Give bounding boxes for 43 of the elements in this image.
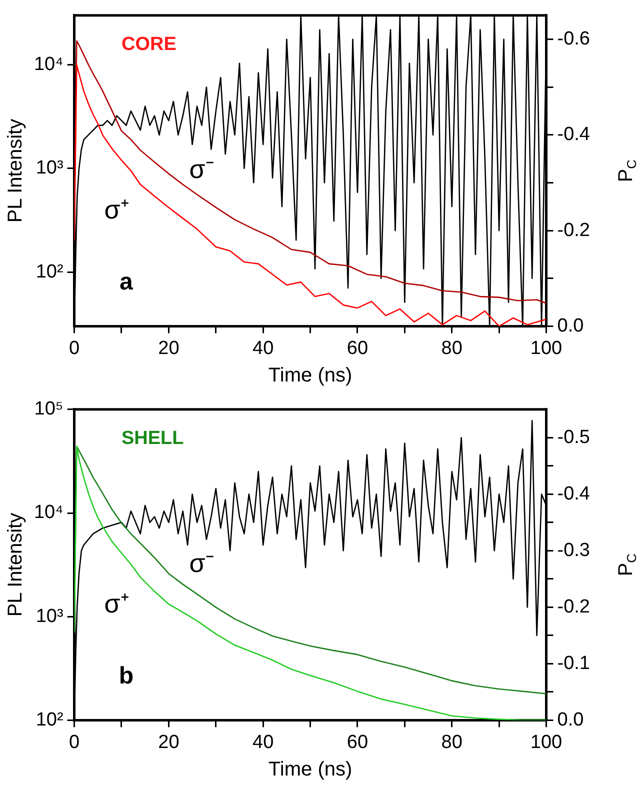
x-tick-label: 20 <box>158 338 180 359</box>
x-axis-title: Time (ns) <box>268 758 352 781</box>
y2-tick-label: -0.3 <box>557 540 590 561</box>
y2-axis-title: PC <box>614 159 639 182</box>
y2-tick-label: -0.5 <box>557 426 590 448</box>
y2-tick-label: -0.4 <box>557 483 590 504</box>
x-tick-label: 60 <box>346 732 368 753</box>
y2-tick-label: 0.0 <box>557 315 584 336</box>
y2-tick-label: -0.6 <box>557 28 590 50</box>
x-tick-label: 100 <box>530 732 562 753</box>
annotation: σ⁺ <box>104 194 130 224</box>
x-tick-label: 100 <box>530 338 562 359</box>
annotation: σ⁻ <box>189 154 214 184</box>
y2-axis-title: PC <box>614 553 639 576</box>
x-tick-label: 20 <box>158 732 180 753</box>
x-tick-label: 0 <box>69 732 80 753</box>
x-tick-label: 40 <box>252 732 274 753</box>
y-tick-label: 10⁴ <box>34 54 64 76</box>
y2-tick-label: -0.2 <box>557 220 590 241</box>
x-axis-title: Time (ns) <box>268 364 352 387</box>
annotation: a <box>120 268 134 296</box>
x-tick-label: 40 <box>252 338 274 359</box>
y-axis-title: PL Intensity <box>4 118 27 223</box>
x-tick-label: 0 <box>69 338 80 359</box>
annotation: b <box>118 662 134 690</box>
y-tick-label: 10² <box>36 261 64 282</box>
y2-tick-label: 0.0 <box>557 709 584 730</box>
y2-tick-label: -0.4 <box>557 124 590 146</box>
y-axis-title: PL Intensity <box>4 512 27 617</box>
x-tick-label: 80 <box>441 338 462 359</box>
text: SHELL <box>121 428 184 450</box>
annotation: σ⁻ <box>189 548 214 578</box>
y-tick-label: 10³ <box>36 606 64 627</box>
y-tick-label: 10³ <box>36 158 64 179</box>
x-tick-label: 60 <box>346 338 368 359</box>
y2-tick-label: -0.2 <box>557 596 590 618</box>
y-tick-label: 10⁴ <box>34 502 64 524</box>
annotation: σ⁺ <box>104 588 130 618</box>
y-tick-label: 10⁵ <box>34 398 64 420</box>
x-tick-label: 80 <box>441 732 462 753</box>
y2-tick-label: -0.1 <box>557 652 590 674</box>
text: CORE <box>121 34 176 56</box>
y-tick-label: 10² <box>36 709 64 730</box>
